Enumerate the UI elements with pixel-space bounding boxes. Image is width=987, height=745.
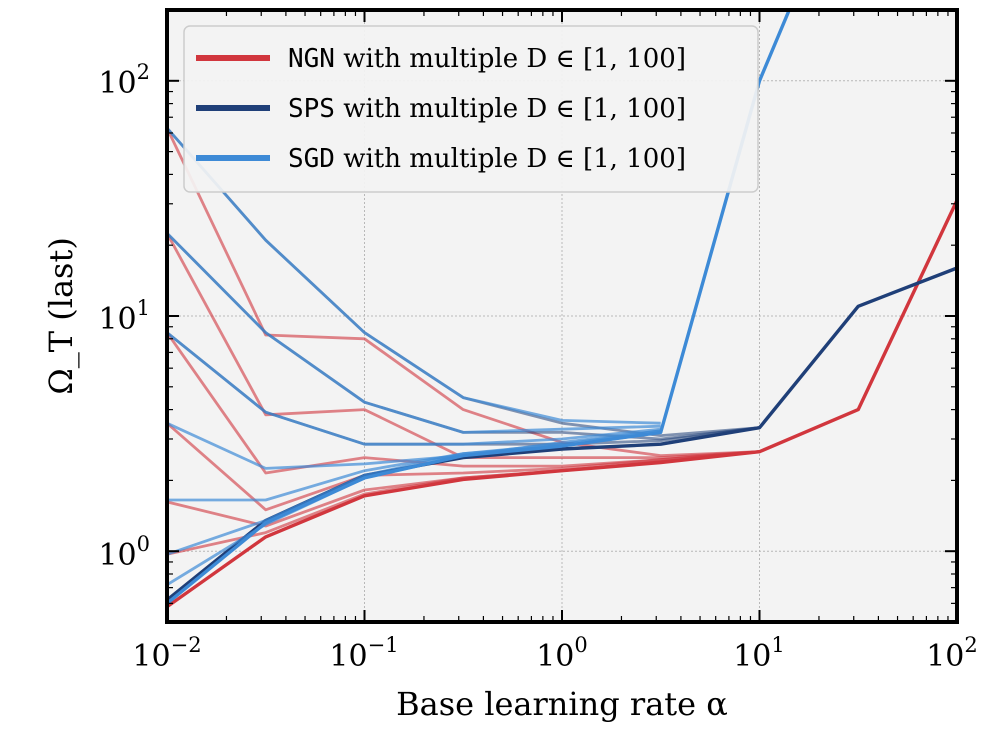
series-line-ngn	[167, 422, 760, 512]
series-line-sgd	[167, 331, 661, 446]
series-line-ngn	[167, 199, 957, 609]
legend: NGN with multiple D ∈ [1, 100] SPS with …	[183, 25, 759, 193]
series-line-sgd	[167, 232, 661, 434]
legend-entry-sps: SPS with multiple D ∈ [1, 100]	[196, 94, 686, 124]
series-line-sgd	[167, 421, 661, 470]
x-axis-label: Base learning rate α	[396, 685, 728, 723]
legend-label: SPS with multiple D ∈ [1, 100]	[288, 94, 686, 124]
x-tick-label: 102	[926, 633, 978, 674]
y-tick-label: 101	[98, 296, 150, 337]
ticks	[166, 10, 958, 622]
series-line-ngn	[167, 127, 760, 458]
series-line-sgd	[167, 127, 661, 425]
series-line-sgd	[167, 429, 661, 502]
legend-label: NGN with multiple D ∈ [1, 100]	[288, 44, 686, 74]
series-group	[167, 10, 957, 609]
x-tick-label: 100	[536, 633, 588, 674]
y-tick-label: 100	[98, 532, 150, 573]
y-axis-label: Ω_T (last)	[42, 237, 80, 395]
x-tick-label: 101	[733, 633, 785, 674]
y-tick-labels: 100 101 102	[98, 60, 150, 573]
legend-label: SGD with multiple D ∈ [1, 100]	[288, 144, 686, 174]
legend-box	[183, 25, 759, 193]
x-tick-label: 10−1	[329, 633, 398, 674]
y-tick-label: 102	[98, 60, 150, 101]
x-tick-label: 10−2	[132, 633, 201, 674]
legend-entry-ngn: NGN with multiple D ∈ [1, 100]	[196, 44, 686, 74]
legend-entry-sgd: SGD with multiple D ∈ [1, 100]	[196, 144, 686, 174]
x-tick-labels: 10−2 10−1 100 101 102	[132, 633, 977, 674]
